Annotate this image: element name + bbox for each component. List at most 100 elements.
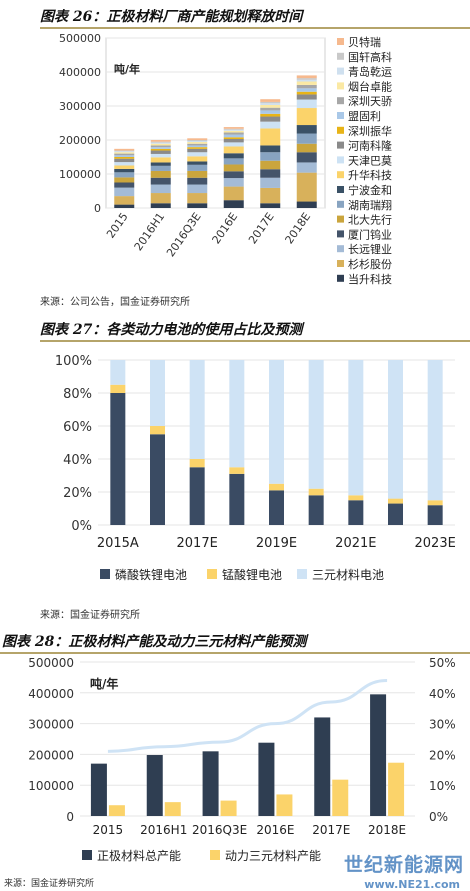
chart1-legend-label: 杉杉股份 [348, 257, 392, 271]
chart3-ytick-label: 0 [66, 810, 74, 824]
chart1-legend-label: 当升科技 [348, 272, 392, 286]
chart1-unit-label: 吨/年 [114, 62, 140, 76]
chart1-bar-segment [223, 153, 244, 159]
chart1-bar-segment [296, 152, 317, 163]
chart3-unit-label: 吨/年 [90, 676, 118, 691]
figure1-source: 来源：公司公告，国金证券研究所 [40, 297, 190, 308]
chart1-legend-swatch [337, 112, 344, 119]
chart2-xtick-label: 2017E [177, 536, 218, 551]
chart1-bar-segment [150, 193, 171, 204]
chart2-bar-segment [269, 360, 284, 484]
chart1-legend-label: 厦门钨业 [348, 227, 392, 241]
figure3-source: 来源：国金证券研究所 [4, 879, 95, 889]
chart1-xtick-label: 2018E [283, 210, 314, 246]
chart1-ytick-label: 0 [94, 202, 101, 215]
chart1-ytick-label: 200000 [59, 134, 101, 147]
chart1-legend-swatch [337, 215, 344, 223]
chart1-bar-segment [223, 158, 244, 165]
chart1-bar-segment [114, 182, 135, 188]
chart1-bar-segment [223, 130, 244, 133]
chart3-ytick-label: 200000 [28, 748, 74, 762]
chart1-xtick-label: 2017E [246, 210, 277, 246]
chart1-bar-segment [114, 177, 135, 183]
chart2-bar-segment [308, 360, 324, 489]
chart2-bar-segment [189, 459, 205, 468]
chart1-xtick-label: 2016E [210, 210, 241, 246]
chart2-bar-segment [229, 473, 245, 525]
chart1-bar-segment [150, 148, 171, 151]
chart1-legend-swatch [337, 171, 344, 179]
chart1-bar-segment [296, 78, 317, 80]
chart3-legend-swatch [210, 850, 220, 860]
chart3-bar [370, 694, 387, 816]
chart1-bar-segment [187, 164, 208, 171]
chart1-bar-segment [114, 152, 135, 154]
chart1-legend-label: 烟台卓能 [348, 79, 392, 93]
chart2-bar-segment [308, 488, 324, 496]
chart1-bar-segment [187, 148, 208, 153]
chart2-ytick-label: 100% [55, 354, 92, 369]
chart1-bar-segment [260, 128, 281, 146]
chart1-legend-swatch [337, 156, 344, 164]
chart3-bar [146, 755, 163, 816]
chart2-svg: 0% 20% 40% 60% 80% 100% 2015A 2017E 2019E 2021E 20… [55, 354, 456, 582]
chart3-bar [90, 763, 107, 816]
chart1-bar-segment [150, 142, 171, 144]
chart1-legend-label: 贝特瑞 [348, 35, 381, 49]
chart2-xtick-label: 2015A [97, 536, 139, 551]
chart1-bar-segment [114, 153, 135, 156]
chart3-ytick-label: 300000 [28, 718, 74, 732]
chart3-bar [202, 751, 219, 816]
chart3-bar [276, 794, 293, 816]
chart1-bar-segment [114, 204, 135, 208]
chart2-legend-swatch [297, 569, 307, 579]
chart1-bar-segment [114, 157, 135, 159]
chart1-bar-segment [114, 196, 135, 205]
chart1-bar-segment [187, 170, 208, 178]
chart3-plot-area [80, 662, 415, 816]
chart1-bar-segment [150, 203, 171, 208]
figure1-chart: 0 100000 200000 300000 400000 500000 吨/年 2015 20… [40, 28, 470, 290]
chart2-bar-segment [110, 393, 126, 525]
chart2-ytick-label: 60% [63, 420, 92, 435]
chart2-bar-segment [427, 505, 443, 525]
figure1-rule [40, 27, 470, 29]
chart3-xtick-label: 2017E [312, 823, 350, 837]
chart2-xtick-label: 2021E [335, 536, 376, 551]
chart1-bar-segment [260, 203, 281, 208]
chart1-bar-segment [260, 169, 281, 178]
chart1-legend-label: 宁波金和 [348, 183, 392, 197]
chart1-bar-segment [187, 147, 208, 149]
chart1-bar-segment [187, 177, 208, 185]
chart1-legend-label: 盟固利 [348, 110, 381, 123]
watermark-logo: 世纪新能源网 [343, 854, 464, 876]
chart3-y2tick-label: 20% [429, 748, 456, 762]
chart1-ytick-label: 500000 [59, 32, 101, 45]
chart1-bar-segment [114, 155, 135, 157]
chart1-legend-label: 升华科技 [348, 168, 392, 182]
chart1-bar-segment [296, 79, 317, 82]
chart2-bar-segment [150, 434, 165, 525]
chart2-bar-segment [269, 483, 284, 491]
chart3-y2tick-label: 30% [429, 718, 456, 732]
chart3-y2tick-label: 40% [429, 687, 456, 701]
figure3-rule [0, 652, 470, 654]
chart1-bar-segment [223, 186, 244, 201]
chart2-bar-segment [150, 426, 165, 435]
chart3-y2tick-label: 0% [429, 810, 448, 824]
chart1-bar-segment [187, 138, 208, 140]
chart1-bar-segment [114, 172, 135, 178]
chart2-legend-label: 三元材料电池 [312, 568, 384, 582]
chart1-bar-segment [187, 156, 208, 162]
figure2-title: 图表 27：各类动力电池的使用占比及预测 [40, 322, 303, 338]
chart1-bar-segment [223, 127, 244, 129]
chart1-bar-segment [223, 200, 244, 208]
chart1-bar-segment [223, 138, 244, 143]
chart1-bar-segment [260, 101, 281, 104]
chart2-legend-label: 磷酸铁锂电池 [115, 567, 187, 582]
chart1-bar-segment [187, 143, 208, 146]
chart1-legend-swatch [337, 186, 344, 193]
chart1-ytick-label: 400000 [59, 66, 101, 79]
chart3-bar [314, 717, 331, 816]
chart1-bar-segment [296, 125, 317, 134]
